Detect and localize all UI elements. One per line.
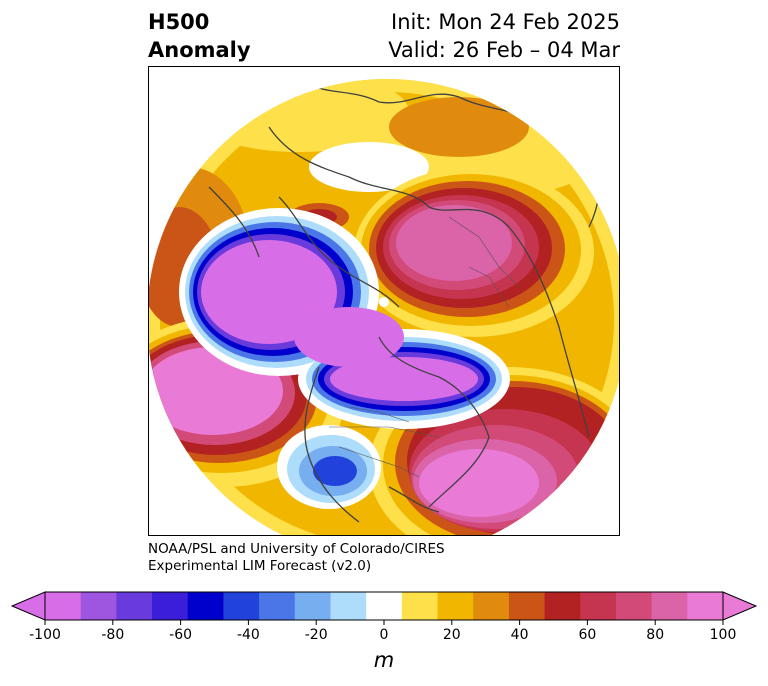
border xyxy=(329,426,440,438)
colorbar-cells xyxy=(10,591,758,621)
credit-line-2: Experimental LIM Forecast (v2.0) xyxy=(148,558,372,574)
coastline xyxy=(388,486,440,513)
credit-text: NOAA/PSL and University of Colorado/CIRE… xyxy=(148,541,445,575)
colorbar-cell xyxy=(80,592,117,620)
colorbar-cell xyxy=(687,592,724,620)
colorbar-unit: m xyxy=(373,648,395,672)
colorbar-cell xyxy=(615,592,653,620)
forecast-dates: Init: Mon 24 Feb 2025 Valid: 26 Feb – 04… xyxy=(388,8,620,64)
border xyxy=(448,216,520,288)
colorbar-cell xyxy=(330,592,367,620)
colorbar-cell xyxy=(473,592,510,620)
coastline xyxy=(378,336,490,508)
anomaly-contour xyxy=(189,79,409,152)
colorbar-under-arrow xyxy=(10,591,46,621)
colorbar-tick-label: 60 xyxy=(578,627,596,643)
colorbar: -100 -80 -60 -40 -20 0 20 40 60 80 100 xyxy=(10,591,758,643)
colorbar-tick-label: -60 xyxy=(169,627,192,643)
border xyxy=(468,266,510,308)
border xyxy=(338,446,420,478)
anomaly-contour xyxy=(330,357,478,401)
coastline xyxy=(278,196,400,308)
colorbar-cell xyxy=(366,592,403,620)
coastline xyxy=(268,126,430,208)
anomaly-contour xyxy=(201,240,337,344)
colorbar-tick-label: 0 xyxy=(380,627,389,643)
anomaly-contour xyxy=(396,205,512,281)
colorbar-cell xyxy=(580,592,617,620)
anomaly-contour xyxy=(294,307,404,367)
anomaly-contour xyxy=(313,456,357,486)
colorbar-ticks: -100 -80 -60 -40 -20 0 20 40 60 80 100 xyxy=(29,620,736,643)
border xyxy=(348,406,410,423)
north-pole-marker xyxy=(379,297,389,307)
coastline xyxy=(428,206,590,438)
credit-line-1: NOAA/PSL and University of Colorado/CIRE… xyxy=(148,541,445,557)
colorbar-cell xyxy=(223,592,260,620)
colorbar-cell xyxy=(116,592,153,620)
coastline xyxy=(208,186,260,258)
valid-dates: Valid: 26 Feb – 04 Mar xyxy=(388,38,620,62)
coastlines xyxy=(208,79,602,523)
colorbar-cell xyxy=(437,592,474,620)
anomaly-contour xyxy=(389,97,529,157)
colorbar-cell xyxy=(651,592,688,620)
colorbar-tick-label: 100 xyxy=(710,627,737,643)
colorbar-cell xyxy=(508,592,546,620)
anomaly-contour xyxy=(309,142,429,192)
map-title: H500 Anomaly xyxy=(148,8,251,64)
anomaly-map xyxy=(149,79,619,535)
colorbar-tick-label: -20 xyxy=(305,627,328,643)
coastline xyxy=(298,79,540,128)
colorbar-over-arrow xyxy=(722,591,758,621)
colorbar-tick-label: -100 xyxy=(29,627,61,643)
map-panel xyxy=(148,66,620,536)
anomaly-field xyxy=(149,79,619,535)
colorbar-tick-label: 40 xyxy=(511,627,529,643)
colorbar-tick-label: -80 xyxy=(101,627,124,643)
init-date: Init: Mon 24 Feb 2025 xyxy=(391,10,620,34)
coastline xyxy=(304,366,360,523)
colorbar-cell xyxy=(294,592,331,620)
colorbar-cell xyxy=(152,592,189,620)
title-field: Anomaly xyxy=(148,38,251,62)
colorbar-tick-label: 20 xyxy=(443,627,461,643)
colorbar-cell xyxy=(187,592,224,620)
colorbar-cell xyxy=(544,592,581,620)
colorbar-cell xyxy=(45,592,82,620)
anomaly-contour xyxy=(419,449,539,517)
title-variable: H500 xyxy=(148,10,210,34)
colorbar-cell xyxy=(259,592,296,620)
colorbar-tick-label: -40 xyxy=(237,627,260,643)
negative-trough xyxy=(179,208,510,429)
borders xyxy=(329,156,605,478)
colorbar-tick-label: 80 xyxy=(646,627,664,643)
colorbar-cell xyxy=(401,592,439,620)
